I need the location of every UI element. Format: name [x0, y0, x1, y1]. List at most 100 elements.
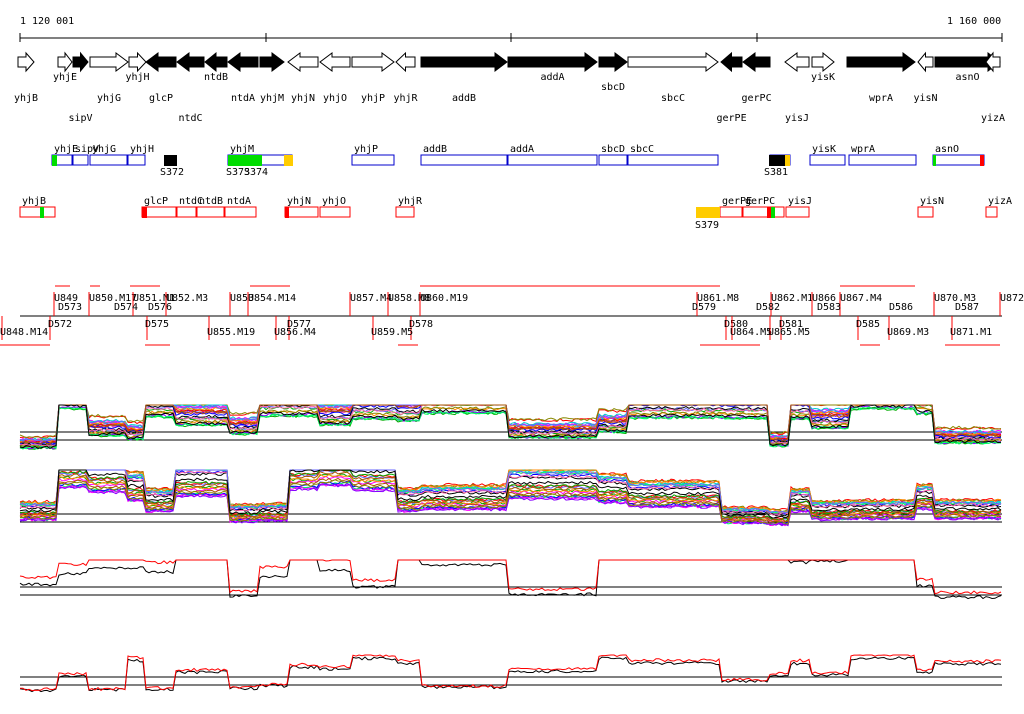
site-marker [933, 155, 936, 166]
gene-label: gerPE [717, 113, 747, 124]
gene-arrow[interactable] [917, 51, 934, 73]
gene-arrow[interactable] [627, 52, 719, 72]
feature-label: U854.M14 [248, 293, 296, 304]
feature-label: U850.M17 [89, 293, 137, 304]
gene-arrow[interactable] [204, 51, 228, 73]
feature-label: D576 [148, 302, 172, 313]
expression-profile [19, 471, 1002, 522]
expression-profile [19, 469, 1002, 516]
transcript-box[interactable] [932, 154, 985, 166]
site-marker [767, 207, 771, 218]
transcript-box[interactable] [719, 206, 743, 218]
site-label: S374 [244, 167, 268, 178]
gene-arrow[interactable] [420, 52, 508, 72]
transcript-label: yhjH [130, 144, 154, 155]
feature-label: D579 [692, 302, 716, 313]
transcript-label: gerPE [722, 196, 752, 207]
site-label: S381 [764, 167, 788, 178]
site-marker [980, 155, 984, 166]
transcript-box[interactable] [809, 154, 846, 166]
transcript-box[interactable] [141, 206, 177, 218]
gene-label: asnO [956, 72, 980, 83]
gene-arrow[interactable] [17, 51, 35, 73]
gene-arrow[interactable] [598, 52, 628, 72]
transcript-box[interactable] [507, 154, 598, 166]
coordinate-ruler: 1 120 001 1 160 000 [19, 16, 1003, 42]
gene-label: addA [541, 72, 565, 83]
gene-arrow[interactable] [227, 52, 259, 72]
gene-label: sipV [69, 113, 93, 124]
transcript-box[interactable] [917, 206, 934, 218]
site-marker [769, 155, 785, 166]
transcript-box[interactable] [351, 154, 395, 166]
ruler-end-label: 1 160 000 [947, 16, 1001, 27]
transcript-label: yhjE [54, 144, 78, 155]
gene-arrow[interactable] [89, 52, 129, 72]
gene-label: glcP [149, 93, 173, 104]
gene-arrow[interactable] [259, 52, 285, 72]
gene-arrow[interactable] [395, 51, 416, 73]
transcript-label: addB [423, 144, 447, 155]
transcript-box[interactable] [224, 206, 257, 218]
transcript-label: yhjO [322, 196, 346, 207]
feature-label: U864.M5 [730, 327, 772, 338]
transcript-box[interactable] [176, 206, 197, 218]
transcript-box[interactable] [420, 154, 508, 166]
transcript-label: asnO [935, 144, 959, 155]
feature-label: U849 [54, 293, 78, 304]
transcript-box[interactable] [848, 154, 917, 166]
gene-arrow[interactable] [72, 51, 89, 73]
feature-label: U855.M19 [207, 327, 255, 338]
gene-arrow[interactable] [57, 51, 73, 73]
gene-label: yizA [981, 113, 1005, 124]
transcript-box[interactable] [72, 154, 89, 166]
gene-arrow[interactable] [742, 52, 771, 72]
gene-arrow[interactable] [985, 51, 1001, 73]
transcript-box[interactable] [742, 206, 785, 218]
gene-arrow[interactable] [784, 52, 810, 72]
transcript-label: glcP [144, 196, 168, 207]
gene-arrow[interactable] [720, 51, 743, 73]
gene-arrow[interactable] [176, 52, 205, 72]
feature-label: U856.M4 [274, 327, 316, 338]
transcript-box[interactable] [19, 206, 56, 218]
transcript-box[interactable] [598, 154, 628, 166]
expression-profile [19, 483, 1002, 526]
transcript-label: yhjM [230, 144, 254, 155]
gene-arrow[interactable] [319, 52, 351, 72]
feature-label: D574 [114, 302, 138, 313]
transcript-box[interactable] [89, 154, 128, 166]
transcript-box[interactable] [985, 206, 998, 218]
feature-label: D582 [756, 302, 780, 313]
transcript-box[interactable] [196, 206, 225, 218]
expression-profile [19, 656, 1002, 693]
gene-arrow[interactable] [846, 52, 916, 72]
gene-arrow[interactable] [811, 51, 835, 73]
transcript-box[interactable] [627, 154, 719, 166]
feature-label: U861.M8 [697, 293, 739, 304]
transcript-box[interactable] [284, 206, 319, 218]
gene-arrow[interactable] [351, 52, 395, 72]
feature-label: U866 [812, 293, 836, 304]
gene-arrow[interactable] [507, 52, 598, 72]
feature-label: U872 [1000, 293, 1024, 304]
feature-label: D575 [145, 319, 169, 330]
transcript-box[interactable] [127, 154, 146, 166]
feature-label: D572 [48, 319, 72, 330]
gene-arrow[interactable] [145, 52, 177, 72]
gene-label: sbcD [601, 82, 625, 93]
expression-profile [19, 654, 1002, 692]
expression-profile-track [19, 404, 1002, 693]
gene-arrow[interactable] [287, 52, 319, 72]
gene-arrow[interactable] [128, 51, 147, 73]
gene-label: addB [452, 93, 476, 104]
transcript-box[interactable] [395, 206, 415, 218]
transcript-label: wprA [851, 144, 875, 155]
transcript-label: yizA [988, 196, 1012, 207]
transcript-box[interactable] [319, 206, 351, 218]
feature-label: U871.M1 [950, 327, 992, 338]
expression-profile [19, 469, 1002, 521]
transcript-box[interactable] [785, 206, 810, 218]
site-marker [40, 207, 44, 218]
